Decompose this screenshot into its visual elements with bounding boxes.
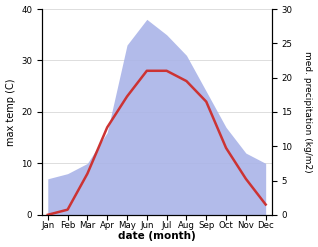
X-axis label: date (month): date (month) [118,231,196,242]
Y-axis label: max temp (C): max temp (C) [5,78,16,146]
Y-axis label: med. precipitation (kg/m2): med. precipitation (kg/m2) [303,51,313,173]
